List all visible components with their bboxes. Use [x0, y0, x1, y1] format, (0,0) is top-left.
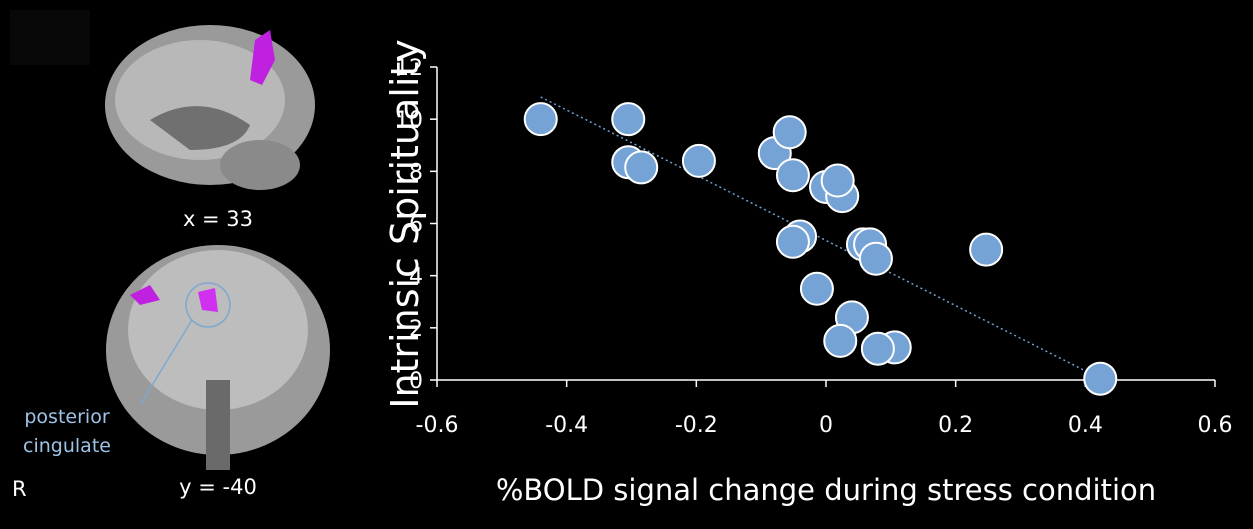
point	[801, 273, 833, 305]
point	[970, 234, 1002, 266]
point	[683, 145, 715, 177]
x-tick-label: -0.2	[675, 413, 718, 438]
point	[860, 243, 892, 275]
x-tick-label: -0.6	[416, 413, 459, 438]
point	[525, 103, 557, 135]
point	[822, 164, 854, 196]
y-tick-label: 12	[395, 56, 423, 81]
region-label: cingulate	[23, 435, 111, 457]
y-tick-label: 6	[409, 213, 423, 238]
x-tick-label: 0	[819, 413, 833, 438]
point	[824, 325, 856, 357]
sagittal-label: x = 33	[183, 207, 253, 231]
region-label: posterior	[24, 406, 109, 428]
x-tick-label: -0.4	[545, 413, 588, 438]
x-axis-label: %BOLD signal change during stress condit…	[496, 473, 1156, 507]
y-tick-label: 2	[409, 317, 423, 342]
point	[774, 116, 806, 148]
x-tick-label: 0.2	[938, 413, 973, 438]
x-tick-label: 0.6	[1198, 413, 1233, 438]
y-tick-label: 4	[409, 265, 423, 290]
point	[612, 103, 644, 135]
point	[625, 151, 657, 183]
coronal-label: y = -40	[179, 475, 257, 499]
point	[777, 159, 809, 191]
y-tick-label: 10	[395, 108, 423, 133]
x-tick-label: 0.4	[1068, 413, 1103, 438]
point	[862, 333, 894, 365]
point	[777, 226, 809, 258]
figure: x = 33 y = -40 R posterior cingulate Int…	[0, 0, 1253, 529]
side-label: R	[12, 477, 27, 501]
y-tick-label: 8	[409, 160, 423, 185]
y-tick-label: 0	[409, 369, 423, 394]
point	[1084, 363, 1116, 395]
